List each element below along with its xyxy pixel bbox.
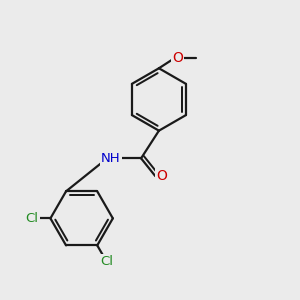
Text: Cl: Cl — [26, 212, 38, 225]
Text: O: O — [157, 169, 167, 183]
Text: O: O — [172, 51, 183, 65]
Text: Cl: Cl — [100, 255, 113, 268]
Text: NH: NH — [101, 152, 121, 165]
